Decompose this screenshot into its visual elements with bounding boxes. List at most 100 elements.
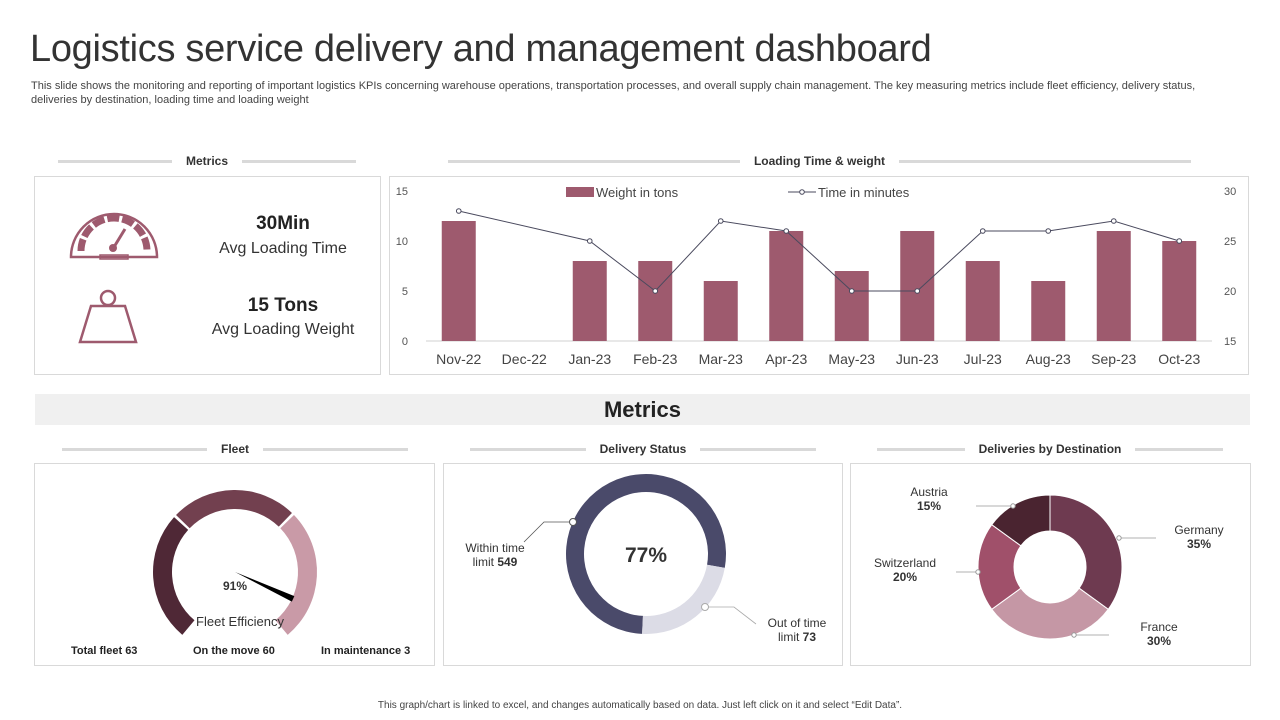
weight-bar: [572, 261, 607, 341]
legend-time-marker: [799, 189, 805, 195]
x-tick-label: Sep-23: [1091, 351, 1136, 367]
germany-percent: 35%: [1186, 537, 1212, 551]
time-point: [1045, 228, 1052, 234]
delivery-status-heading: Delivery Status: [470, 442, 816, 456]
time-point: [1110, 218, 1117, 224]
time-point: [783, 228, 790, 234]
metrics-heading-label: Metrics: [185, 154, 229, 168]
time-point: [652, 288, 659, 294]
page-title: Logistics service delivery and managemen…: [30, 28, 932, 70]
fleet-panel: 91% Fleet Efficiency Total fleet 63 On t…: [34, 463, 435, 666]
austria-label: Austria 15%: [889, 485, 969, 513]
weight-bar: [769, 231, 804, 341]
left-tick-label: 5: [402, 286, 408, 298]
metrics-heading: Metrics: [58, 154, 356, 168]
within-time-leader: [523, 521, 573, 543]
x-tick-label: Nov-22: [436, 351, 481, 367]
out-of-time-marker: [701, 603, 709, 611]
destinations-title: Deliveries by Destination: [978, 442, 1122, 456]
x-tick-label: Feb-23: [633, 351, 678, 367]
time-point: [717, 218, 724, 224]
weight-bar: [441, 221, 476, 341]
fleet-heading: Fleet: [62, 442, 409, 456]
weight-bar: [1031, 281, 1066, 341]
within-time-marker: [569, 518, 577, 526]
late-slice: [642, 564, 725, 634]
on-the-move-stat: On the move 60: [193, 645, 275, 657]
avg-loading-weight-label: Avg Loading Weight: [211, 321, 355, 338]
avg-loading-weight-value: 15 Tons: [247, 295, 319, 316]
weight-bar: [900, 231, 935, 341]
gauge-segment: [176, 490, 292, 529]
fleet-gauge: [152, 490, 317, 635]
fleet-efficiency-value: 91%: [222, 579, 248, 593]
x-tick-label: Aug-23: [1026, 351, 1071, 367]
legend-weight-swatch: [566, 187, 594, 197]
france-label: France 30%: [1119, 620, 1199, 648]
within-time-value: 549: [497, 555, 518, 569]
right-tick-label: 25: [1224, 236, 1236, 248]
time-point: [1176, 238, 1183, 244]
out-of-time-value: 73: [802, 630, 817, 644]
weight-bar: [703, 281, 738, 341]
fleet-title: Fleet: [221, 442, 250, 456]
weight-bar: [1162, 241, 1197, 341]
weight-bar: [834, 271, 869, 341]
leader-marker: [975, 569, 981, 575]
delivery-status-donut: [523, 474, 757, 634]
time-point: [455, 208, 462, 214]
destinations-donut: [956, 494, 1156, 640]
left-tick-label: 10: [396, 236, 408, 248]
weight-bar: [965, 261, 1000, 341]
metrics-band-title: Metrics: [35, 394, 1250, 425]
x-tick-label: Oct-23: [1158, 351, 1200, 367]
total-fleet-stat: Total fleet 63: [71, 645, 138, 657]
out-of-time-text: Out of time limit: [767, 616, 827, 644]
within-time-label: Within time limit 549: [454, 541, 536, 569]
x-tick-label: May-23: [828, 351, 875, 367]
left-tick-label: 15: [396, 186, 408, 198]
gauge-segment: [152, 517, 195, 635]
weight-icon: [78, 289, 138, 344]
x-tick-label: Jul-23: [964, 351, 1002, 367]
loading-chart-panel: 0 5 10 15 15 20 25 30 Nov-22 Dec-22 Jan-23 Feb-23 Ma…: [389, 176, 1249, 375]
austria-name: Austria: [910, 485, 948, 499]
footer-note: This graph/chart is linked to excel, and…: [377, 700, 903, 711]
destination-slice: [991, 587, 1109, 640]
out-of-time-label: Out of time limit 73: [756, 616, 838, 644]
x-tick-label: Jan-23: [568, 351, 611, 367]
time-point: [848, 288, 855, 294]
destinations-heading: Deliveries by Destination: [877, 442, 1223, 456]
destination-slice: [991, 494, 1051, 547]
speedometer-icon: [69, 212, 159, 260]
right-tick-label: 30: [1224, 186, 1236, 198]
x-tick-label: Jun-23: [896, 351, 939, 367]
switzerland-label: Switzerland 20%: [865, 556, 945, 584]
switzerland-name: Switzerland: [873, 556, 937, 570]
x-tick-label: Apr-23: [765, 351, 807, 367]
destination-slice: [1049, 494, 1123, 611]
time-line: [458, 210, 1180, 292]
legend-time-label: Time in minutes: [818, 185, 910, 200]
x-tick-label: Mar-23: [699, 351, 744, 367]
loading-chart-title: Loading Time & weight: [753, 154, 886, 168]
out-of-time-leader: [705, 606, 757, 625]
france-name: France: [1140, 620, 1178, 634]
legend-weight-label: Weight in tons: [596, 185, 679, 200]
delivery-status-center: 77%: [624, 544, 668, 567]
right-tick-label: 20: [1224, 286, 1236, 298]
france-percent: 30%: [1146, 634, 1172, 648]
avg-loading-time-value: 30Min: [256, 213, 310, 234]
destinations-panel: Germany 35% France 30% Switzerland 20% Aust…: [850, 463, 1251, 666]
leader-marker: [1071, 632, 1077, 638]
time-point: [914, 288, 921, 294]
gauge-needle: [235, 572, 295, 602]
metrics-panel: 30Min Avg Loading Time 15 Tons Avg Loadi…: [34, 176, 381, 375]
avg-loading-time-label: Avg Loading Time: [219, 240, 347, 257]
leader-marker: [1010, 503, 1016, 509]
austria-percent: 15%: [916, 499, 942, 513]
time-point: [586, 238, 593, 244]
page-subtitle: This slide shows the monitoring and repo…: [31, 80, 1196, 106]
germany-name: Germany: [1174, 523, 1224, 537]
germany-label: Germany 35%: [1159, 523, 1239, 551]
